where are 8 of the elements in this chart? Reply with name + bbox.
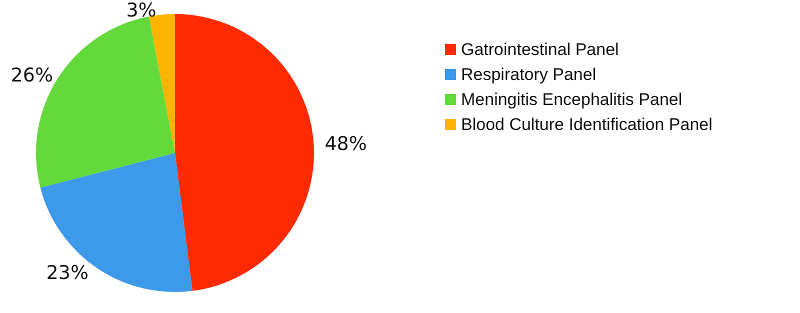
data-label: 3% (126, 0, 156, 22)
legend-label: Meningitis Encephalitis Panel (461, 90, 682, 109)
legend-label: Respiratory Panel (461, 65, 596, 84)
data-label: 26% (10, 64, 54, 86)
data-label: 23% (46, 262, 88, 284)
legend-label: Gatrointestinal Panel (461, 40, 619, 59)
data-label: 48% (324, 132, 367, 155)
legend-label: Blood Culture Identification Panel (461, 115, 712, 134)
